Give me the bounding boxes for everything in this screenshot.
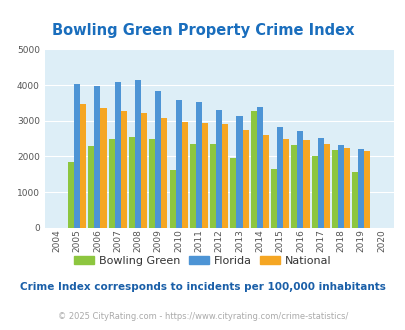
Bar: [94, 86, 100, 228]
Bar: [149, 139, 155, 228]
Bar: [88, 146, 94, 228]
Bar: [337, 146, 343, 228]
Bar: [210, 144, 215, 228]
Bar: [331, 150, 337, 228]
Bar: [189, 144, 195, 228]
Bar: [357, 148, 364, 228]
Bar: [141, 113, 147, 228]
Bar: [317, 138, 323, 228]
Bar: [121, 111, 126, 228]
Bar: [222, 124, 228, 228]
Legend: Bowling Green, Florida, National: Bowling Green, Florida, National: [70, 251, 335, 270]
Bar: [283, 139, 288, 228]
Bar: [74, 84, 80, 228]
Bar: [80, 104, 86, 228]
Bar: [364, 151, 370, 228]
Bar: [242, 130, 248, 228]
Bar: [351, 172, 358, 228]
Bar: [343, 148, 349, 228]
Text: Crime Index corresponds to incidents per 100,000 inhabitants: Crime Index corresponds to incidents per…: [20, 282, 385, 292]
Bar: [291, 145, 296, 228]
Bar: [215, 110, 222, 228]
Text: Bowling Green Property Crime Index: Bowling Green Property Crime Index: [51, 23, 354, 38]
Bar: [311, 156, 317, 228]
Bar: [169, 170, 175, 228]
Bar: [155, 91, 161, 228]
Bar: [202, 122, 207, 228]
Bar: [181, 122, 187, 228]
Bar: [303, 140, 309, 228]
Bar: [68, 162, 74, 228]
Bar: [134, 80, 141, 228]
Text: © 2025 CityRating.com - https://www.cityrating.com/crime-statistics/: © 2025 CityRating.com - https://www.city…: [58, 312, 347, 321]
Bar: [256, 107, 262, 228]
Bar: [262, 135, 269, 228]
Bar: [277, 127, 283, 228]
Bar: [196, 102, 202, 228]
Bar: [230, 158, 236, 228]
Bar: [129, 137, 134, 228]
Bar: [115, 82, 121, 228]
Bar: [250, 111, 256, 228]
Bar: [161, 118, 167, 228]
Bar: [323, 144, 329, 228]
Bar: [296, 131, 303, 228]
Bar: [100, 108, 106, 228]
Bar: [175, 100, 181, 228]
Bar: [109, 139, 115, 228]
Bar: [271, 169, 277, 228]
Bar: [236, 116, 242, 228]
